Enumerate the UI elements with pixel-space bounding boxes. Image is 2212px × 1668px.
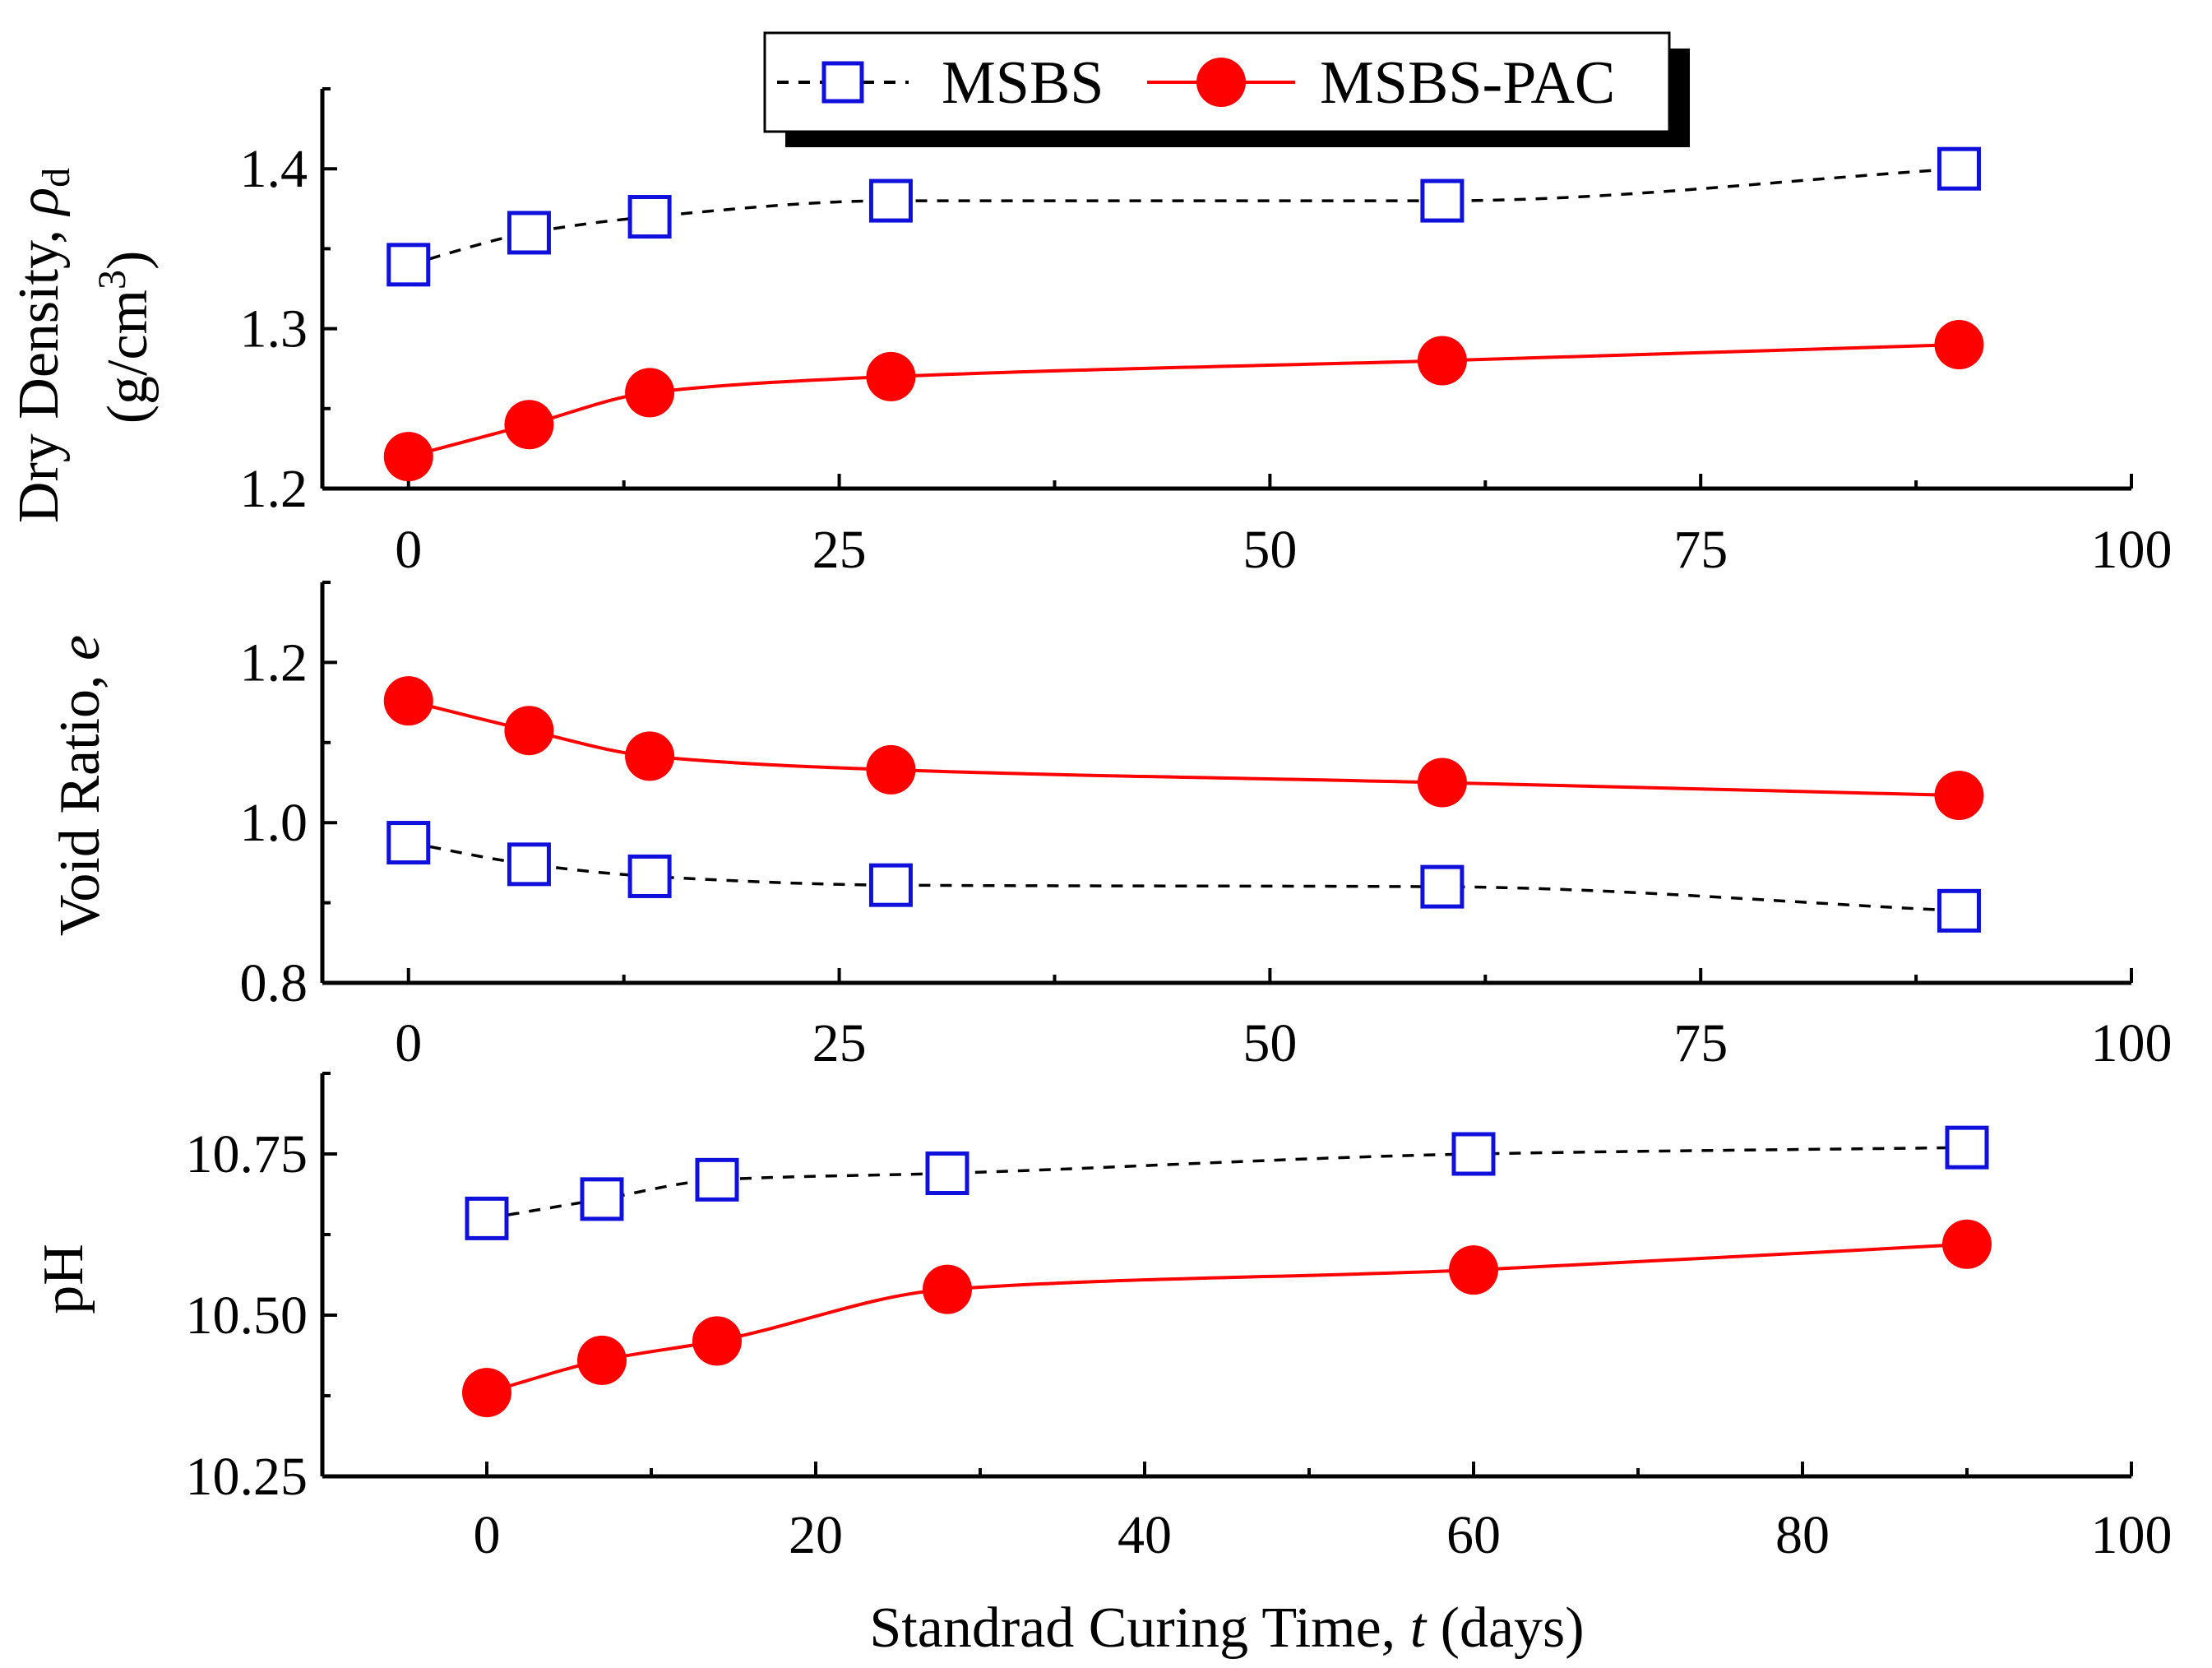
x-tick-label: 0 [395, 520, 422, 580]
data-point-msbs-pac [625, 731, 675, 781]
panel-2: 0 25 50 75 100 0.8 1.0 1.2 [240, 581, 2173, 1073]
data-point-msbs [580, 1177, 624, 1221]
data-point-msbs [1420, 864, 1465, 909]
x-tick-label: 25 [812, 520, 867, 580]
panel-1-ylabel-units: (g/cm3) [90, 251, 160, 424]
legend: MSBS MSBS-PAC [763, 31, 1690, 147]
x-tick-label: 50 [1243, 1013, 1297, 1073]
data-point-msbs [627, 195, 672, 239]
data-point-msbs-pac [504, 400, 554, 450]
svg-text:(g/cm3): (g/cm3) [90, 251, 160, 424]
data-point-msbs-pac [1934, 771, 1984, 821]
legend-msbs-label: MSBS [942, 49, 1104, 117]
y-tick-label: 10.50 [186, 1286, 308, 1346]
x-tick-label: 75 [1673, 520, 1728, 580]
svg-text:pH: pH [32, 1244, 95, 1314]
panel-1-ylabel-text: Dry Density, [7, 215, 71, 524]
data-point-msbs-pac [1417, 758, 1467, 808]
y-tick-label: 0.8 [240, 953, 308, 1013]
x-tick-label: 75 [1673, 1013, 1728, 1073]
chart-panels: 0 25 50 75 100 1.2 1.3 1.4 0 25 50 75 100 0.8 1.0 1.2 0 2… [186, 87, 2173, 1565]
panel-1: 0 25 50 75 100 1.2 1.3 1.4 [240, 87, 2173, 580]
x-tick-label: 40 [1118, 1505, 1172, 1565]
data-point-msbs-pac [1934, 320, 1984, 370]
data-point-msbs [1945, 1125, 1989, 1170]
x-axis-title: Standrad Curing Time, t (days) [869, 1596, 1584, 1660]
data-point-msbs-pac [625, 368, 675, 418]
y-tick-label: 1.0 [240, 793, 308, 853]
legend-pac-marker [1196, 58, 1246, 107]
x-tick-label: 25 [812, 1013, 867, 1073]
svg-text:Dry Density, ρd: Dry Density, ρd [7, 168, 78, 523]
data-point-msbs-pac [577, 1335, 627, 1385]
x-tick-label: 100 [2091, 520, 2173, 580]
data-point-msbs [1420, 178, 1465, 223]
x-tick-label: 0 [474, 1505, 501, 1565]
data-point-msbs-pac [462, 1368, 511, 1418]
data-point-msbs-pac [866, 351, 916, 401]
svg-text:Void Ratio, e: Void Ratio, e [49, 635, 112, 936]
data-point-msbs-pac [866, 744, 916, 795]
y-tick-label: 10.75 [186, 1124, 308, 1184]
legend-msbs-marker [821, 61, 864, 104]
y-tick-label: 10.25 [186, 1447, 308, 1507]
y-tick-label: 1.4 [240, 139, 308, 199]
data-point-msbs [868, 178, 913, 223]
x-tick-label: 100 [2091, 1505, 2173, 1565]
data-point-msbs [507, 842, 551, 887]
data-point-msbs [868, 863, 913, 907]
data-point-msbs [925, 1151, 969, 1196]
y-tick-label: 1.2 [240, 459, 308, 519]
data-point-msbs [386, 821, 431, 865]
data-point-msbs-pac [1449, 1245, 1498, 1295]
data-point-msbs-pac [383, 676, 433, 726]
y-tick-label: 1.2 [240, 632, 308, 693]
data-point-msbs [695, 1157, 739, 1202]
data-point-msbs [627, 854, 672, 898]
x-tick-label: 100 [2091, 1013, 2173, 1073]
data-point-msbs-pac [383, 432, 433, 482]
data-point-msbs-pac [692, 1316, 742, 1366]
data-point-msbs [507, 211, 551, 255]
panel-3: 0 20 40 60 80 100 10.25 10.50 10.75 [186, 1072, 2173, 1565]
panel-2-ylabel: Void Ratio, e [49, 635, 112, 936]
legend-pac-label: MSBS-PAC [1320, 49, 1615, 117]
data-point-msbs-pac [504, 706, 554, 756]
panel-3-ylabel: pH [32, 1244, 95, 1314]
data-point-msbs [1451, 1132, 1496, 1176]
series-line-msbs [408, 167, 1960, 266]
x-tick-label: 20 [789, 1505, 843, 1565]
x-tick-label: 0 [395, 1013, 422, 1073]
data-point-msbs [1937, 888, 1981, 933]
data-point-msbs-pac [923, 1264, 972, 1314]
x-tick-label: 80 [1775, 1505, 1830, 1565]
data-point-msbs [386, 243, 431, 287]
data-point-msbs-pac [1417, 336, 1467, 386]
data-point-msbs [465, 1196, 509, 1240]
x-tick-label: 60 [1446, 1505, 1501, 1565]
data-point-msbs [1937, 146, 1981, 191]
y-tick-label: 1.3 [240, 299, 308, 359]
panel-1-ylabel: Dry Density, ρd [7, 168, 78, 523]
data-point-msbs-pac [1942, 1219, 1992, 1269]
x-tick-label: 50 [1243, 520, 1297, 580]
